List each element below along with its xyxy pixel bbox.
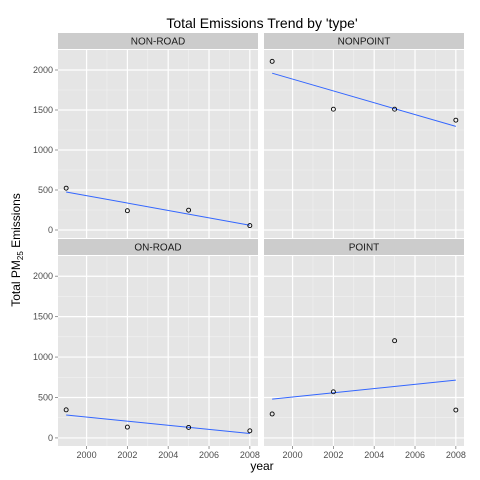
trend-line xyxy=(272,379,456,400)
y-tick-label: 0 xyxy=(48,433,53,443)
data-point xyxy=(63,185,69,191)
x-axis-title: year xyxy=(250,459,273,473)
facet-panel: POINT 2000 2002 2004 2006 2008 xyxy=(264,239,466,460)
data-point xyxy=(453,117,459,123)
x-tick-label: 2004 xyxy=(158,450,178,460)
facet-panel: ON-ROAD 0 500 1000 1500 2000 2000 2002 2004 2006 2… xyxy=(33,239,260,460)
facet-label: ON-ROAD xyxy=(134,243,181,254)
panel-background xyxy=(58,50,258,238)
x-tick-label: 2006 xyxy=(405,450,425,460)
data-point xyxy=(392,106,398,112)
trend-line xyxy=(66,414,250,434)
x-tick-label: 2008 xyxy=(446,450,466,460)
data-point xyxy=(186,424,192,430)
data-point xyxy=(269,411,275,417)
facet-strip xyxy=(58,239,258,255)
x-tick-label: 2000 xyxy=(283,450,303,460)
data-point xyxy=(269,58,275,64)
y-tick-label: 2000 xyxy=(33,65,53,75)
y-tick-label: 0 xyxy=(48,225,53,235)
data-point xyxy=(247,223,253,229)
trend-line xyxy=(66,191,250,226)
facet-strip xyxy=(264,33,464,49)
data-point xyxy=(124,208,130,214)
x-tick-label: 2004 xyxy=(364,450,384,460)
data-point xyxy=(330,389,336,395)
facet-panel: NON-ROAD 0 500 1000 1500 2000 xyxy=(33,33,258,238)
y-tick-label: 1000 xyxy=(33,145,53,155)
x-tick-label: 2002 xyxy=(323,450,343,460)
panel-background xyxy=(58,256,258,446)
y-tick-label: 2000 xyxy=(33,271,53,281)
facet-label: POINT xyxy=(349,243,380,254)
facet-strip xyxy=(264,239,464,255)
data-point xyxy=(392,338,398,344)
panel-background xyxy=(264,256,464,446)
facet-strip xyxy=(58,33,258,49)
chart-title: Total Emissions Trend by 'type' xyxy=(166,15,357,31)
panel-background xyxy=(264,50,464,238)
facet-label: NONPOINT xyxy=(338,37,391,48)
data-point xyxy=(453,407,459,413)
facet-label: NON-ROAD xyxy=(131,37,185,48)
y-tick-label: 1000 xyxy=(33,352,53,362)
facet-panels: NON-ROAD 0 500 1000 1500 2000 NONPOINT ON-ROAD 0… xyxy=(33,33,466,460)
x-tick-label: 2006 xyxy=(199,450,219,460)
x-tick-label: 2002 xyxy=(117,450,137,460)
y-axis-title: Total PM25 Emissions xyxy=(9,193,25,307)
data-point xyxy=(330,106,336,112)
x-tick-label: 2008 xyxy=(240,450,260,460)
x-tick-label: 2000 xyxy=(77,450,97,460)
y-tick-label: 1500 xyxy=(33,105,53,115)
y-tick-label: 1500 xyxy=(33,312,53,322)
facet-panel: NONPOINT xyxy=(264,33,464,238)
data-point xyxy=(124,424,130,430)
y-tick-label: 500 xyxy=(38,392,53,402)
data-point xyxy=(63,407,69,413)
data-point xyxy=(247,428,253,434)
data-point xyxy=(186,207,192,213)
y-tick-label: 500 xyxy=(38,185,53,195)
trend-line xyxy=(272,72,456,127)
